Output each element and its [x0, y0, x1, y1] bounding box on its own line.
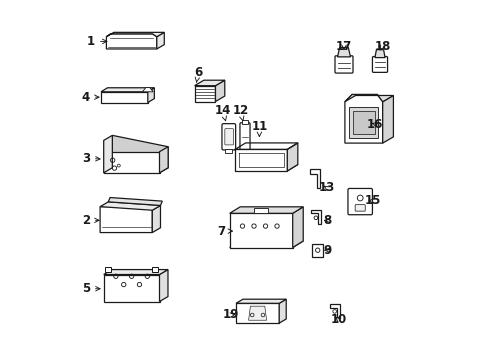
Text: 2: 2 — [82, 214, 99, 227]
Polygon shape — [279, 299, 286, 323]
Polygon shape — [383, 95, 393, 143]
Polygon shape — [160, 147, 168, 173]
Polygon shape — [230, 213, 293, 248]
Text: 12: 12 — [232, 104, 248, 121]
Polygon shape — [101, 92, 148, 103]
Text: 11: 11 — [251, 120, 268, 136]
Polygon shape — [236, 299, 286, 303]
Polygon shape — [312, 244, 323, 257]
Polygon shape — [311, 210, 321, 224]
Text: 1: 1 — [87, 35, 107, 48]
Text: 4: 4 — [82, 91, 99, 104]
FancyBboxPatch shape — [222, 123, 236, 150]
Polygon shape — [104, 274, 160, 302]
Text: 15: 15 — [365, 194, 381, 207]
Text: 19: 19 — [223, 309, 240, 321]
Polygon shape — [310, 169, 320, 188]
Polygon shape — [101, 88, 154, 92]
Polygon shape — [195, 80, 225, 86]
Polygon shape — [230, 241, 303, 248]
FancyBboxPatch shape — [335, 56, 353, 73]
Polygon shape — [235, 149, 287, 171]
Polygon shape — [242, 120, 248, 124]
Polygon shape — [152, 266, 158, 271]
Polygon shape — [104, 135, 112, 173]
Polygon shape — [195, 86, 216, 102]
Polygon shape — [345, 94, 393, 102]
Polygon shape — [293, 207, 303, 248]
Polygon shape — [105, 266, 111, 271]
FancyBboxPatch shape — [355, 204, 365, 211]
Polygon shape — [254, 208, 269, 213]
Polygon shape — [143, 87, 153, 92]
Polygon shape — [345, 94, 383, 143]
Polygon shape — [375, 50, 385, 58]
Text: 18: 18 — [374, 40, 391, 53]
Polygon shape — [148, 88, 154, 103]
Polygon shape — [100, 202, 161, 210]
Text: 13: 13 — [319, 181, 335, 194]
Text: 10: 10 — [330, 313, 347, 326]
Text: 14: 14 — [215, 104, 231, 121]
Polygon shape — [235, 165, 298, 171]
Polygon shape — [106, 34, 157, 49]
Polygon shape — [216, 80, 225, 102]
Text: 17: 17 — [336, 40, 352, 53]
FancyBboxPatch shape — [348, 189, 372, 215]
Text: 8: 8 — [324, 214, 332, 227]
Polygon shape — [100, 207, 152, 233]
Polygon shape — [225, 148, 232, 153]
Polygon shape — [330, 304, 340, 317]
Polygon shape — [349, 107, 378, 138]
Polygon shape — [236, 303, 279, 323]
Text: 6: 6 — [194, 66, 202, 82]
Polygon shape — [112, 135, 168, 168]
Polygon shape — [338, 48, 350, 57]
Polygon shape — [157, 32, 164, 49]
Polygon shape — [353, 111, 375, 134]
Text: 5: 5 — [82, 282, 100, 295]
Polygon shape — [106, 32, 164, 37]
Polygon shape — [287, 143, 298, 171]
FancyBboxPatch shape — [372, 57, 388, 72]
Text: 9: 9 — [324, 244, 332, 257]
Polygon shape — [248, 306, 267, 320]
Polygon shape — [104, 270, 168, 274]
Text: 3: 3 — [82, 152, 100, 165]
Text: 7: 7 — [218, 225, 232, 238]
Polygon shape — [230, 207, 303, 213]
Text: 16: 16 — [367, 118, 384, 131]
Polygon shape — [152, 206, 161, 233]
FancyBboxPatch shape — [225, 129, 233, 145]
Polygon shape — [104, 152, 160, 173]
Polygon shape — [108, 198, 162, 206]
Polygon shape — [104, 168, 168, 173]
Polygon shape — [160, 270, 168, 302]
FancyBboxPatch shape — [240, 123, 250, 151]
